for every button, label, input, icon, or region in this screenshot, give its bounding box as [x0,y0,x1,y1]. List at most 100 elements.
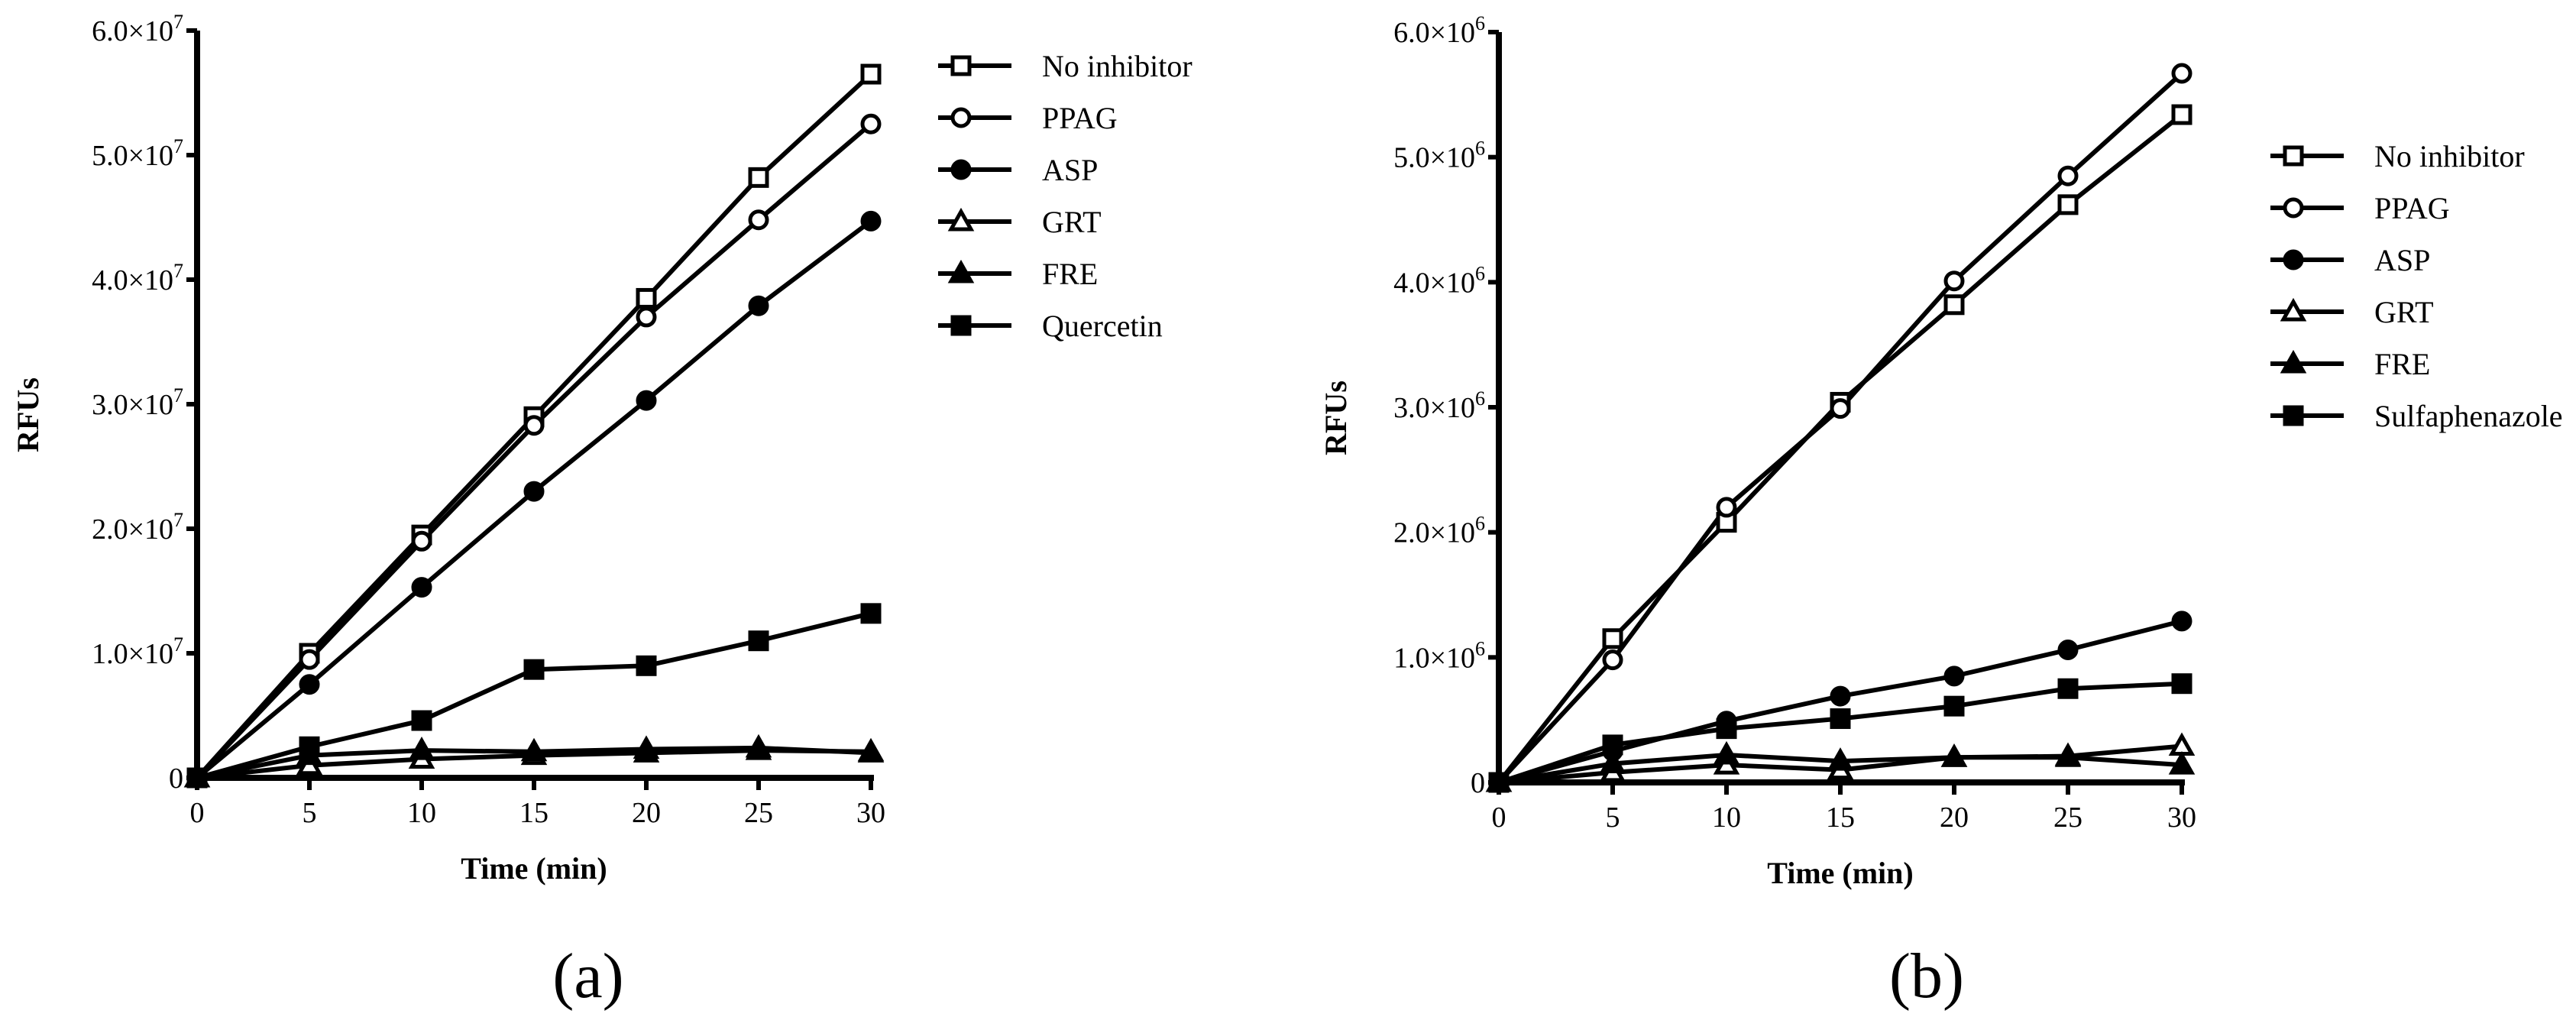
y-tick-label: 2.0×106 [1393,513,1485,549]
data-point-fre [633,735,660,760]
legend-label-ppag: PPAG [2374,191,2450,225]
data-point-no-inhibitor [2057,194,2079,215]
y-tick-label: 4.0×106 [1393,262,1485,299]
data-point-fre [1713,740,1740,765]
y-tick-label: 2.0×107 [92,509,183,546]
data-point-asp [860,210,882,232]
legend-label-ppag: PPAG [1042,101,1118,135]
data-point-fre [1599,750,1626,773]
x-tick-label: 20 [632,797,661,829]
data-point-fre [2168,751,2196,775]
legend-marker-ppag [2283,197,2304,219]
y-tick-label: 0 [1471,767,1485,799]
legend-label-grt: GRT [2374,295,2434,329]
data-point-ppag [523,415,545,436]
legend-label-sulfaphenazole: Sulfaphenazole [2374,399,2563,433]
legend-marker-fre [947,259,975,283]
legend-marker-asp [2283,249,2304,270]
series-line-ppag [1497,71,2184,785]
x-tick-label: 10 [407,797,436,829]
data-point-sulfaphenazole [1943,695,1965,717]
legend-label-no-inhibitor: No inhibitor [1042,49,1193,83]
data-point-asp [1830,685,1851,707]
y-tick-label: 6.0×107 [92,11,183,47]
legend-marker-sulfaphenazole [2283,405,2304,426]
data-point-ppag [860,113,882,134]
x-tick-label: 5 [303,797,317,829]
data-point-ppag [636,306,657,328]
x-tick-label: 0 [190,797,205,829]
y-tick-label: 5.0×107 [92,135,183,172]
data-point-no-inhibitor [2171,104,2193,125]
data-point-ppag [748,209,769,231]
data-point-asp [1943,666,1965,687]
y-tick-label: 6.0×106 [1393,12,1485,49]
data-point-no-inhibitor [748,167,769,188]
data-point-asp [411,577,432,598]
legend-label-no-inhibitor: No inhibitor [2374,139,2525,173]
x-tick-label: 30 [2167,802,2196,834]
legend-marker-ppag [950,107,972,128]
legend-marker-quercetin [950,315,972,336]
y-tick-label: 1.0×106 [1393,637,1485,674]
legend-label-asp: ASP [2374,243,2430,277]
x-axis-title: Time (min) [461,851,607,886]
panel-label: (b) [1889,941,1964,1012]
data-point-fre [857,739,885,763]
data-point-asp [299,674,320,695]
data-point-fre [1827,747,1854,771]
legend-marker-asp [950,159,972,180]
x-tick-label: 15 [519,797,549,829]
panel-a: 0 1.0×107 2.0×107 3.0×107 4.0×107 5.0×107 6.0×… [11,11,1193,1012]
y-axis-title: RFUs [1319,381,1353,455]
data-point-ppag [1943,270,1965,292]
legend-label-grt: GRT [1042,205,1102,239]
y-axis-title: RFUs [11,377,45,452]
data-point-fre [520,737,548,762]
y-tick-label: 0 [169,763,183,795]
data-point-sulfaphenazole [2057,678,2079,699]
data-point-no-inhibitor [636,287,657,309]
data-point-ppag [1602,649,1623,671]
data-point-no-inhibitor [1943,294,1965,316]
data-point-sulfaphenazole [1488,772,1510,793]
x-tick-label: 20 [1940,802,1969,834]
data-point-ppag [2171,63,2193,84]
data-point-sulfaphenazole [1830,708,1851,730]
data-point-fre [2054,743,2082,767]
data-point-asp [2057,640,2079,661]
data-point-ppag [299,649,320,670]
legend-label-fre: FRE [1042,257,1098,291]
data-point-quercetin [299,736,320,757]
data-point-no-inhibitor [1602,628,1623,649]
data-point-quercetin [411,710,432,731]
data-point-fre [1940,743,1968,767]
data-point-sulfaphenazole [1602,734,1623,756]
y-tick-label: 3.0×106 [1393,387,1485,424]
legend-marker-grt [2280,297,2307,322]
legend-label-quercetin: Quercetin [1042,309,1163,343]
data-point-sulfaphenazole [1716,718,1737,740]
y-tick-label: 3.0×107 [92,384,183,421]
legend-marker-fre [2280,349,2307,374]
legend-label-asp: ASP [1042,153,1098,187]
data-point-asp [2171,611,2193,632]
data-point-fre [408,737,435,760]
series-line-no-inhibitor [1497,112,2183,784]
panel-label: (a) [552,941,623,1012]
y-tick-label: 4.0×107 [92,260,183,296]
data-point-ppag [2057,165,2079,186]
data-point-quercetin [748,630,769,652]
data-point-ppag [411,530,432,552]
data-point-asp [523,481,545,502]
data-point-quercetin [860,603,882,624]
y-tick-label: 5.0×106 [1393,138,1485,174]
x-tick-label: 10 [1712,802,1741,834]
x-axis-title: Time (min) [1767,856,1913,890]
data-point-quercetin [523,659,545,680]
data-point-sulfaphenazole [2171,673,2193,695]
data-point-fre [745,734,772,758]
x-tick-label: 30 [856,797,885,829]
data-point-no-inhibitor [860,63,882,85]
